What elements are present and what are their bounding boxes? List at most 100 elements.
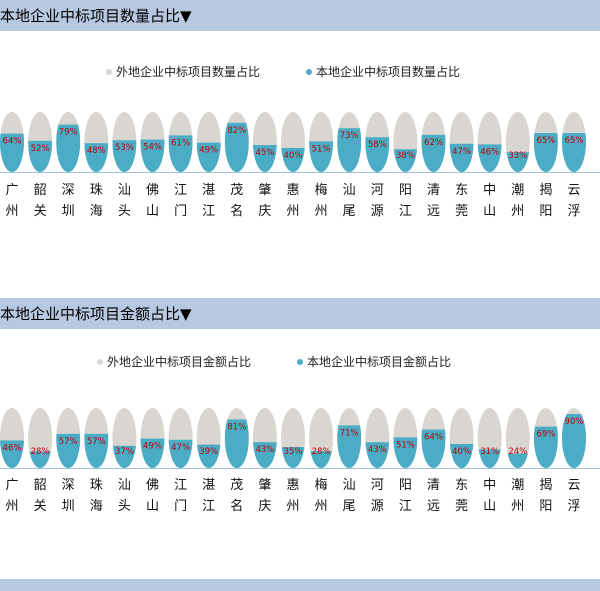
footer-bar [0, 579, 600, 591]
category-label: 肇庆 [258, 478, 272, 514]
category-label: 肇庆 [258, 183, 272, 219]
category-label: 深圳 [61, 183, 75, 219]
amount-share-chart: 46% 28% 57% 57% 37% 49% 47% 39% 81% 43% 35% 28% 71% 4… [0, 408, 600, 469]
category-label: 韶关 [33, 183, 47, 219]
value-label: 64% [424, 433, 443, 443]
category-label: 梅州 [314, 183, 328, 219]
value-label: 49% [143, 442, 162, 452]
category-label: 揭阳 [539, 478, 553, 514]
value-label: 28% [312, 447, 331, 457]
count-share-chart: 64% 52% 79% 48% 53% 54% 61% 49% 82% 45% 40% 51% 73% 5… [0, 112, 600, 173]
value-label: 38% [396, 151, 415, 161]
value-label: 43% [368, 445, 387, 455]
value-label: 49% [199, 146, 218, 156]
legend-label-local: 本地企业中标项目金额占比 [307, 355, 452, 369]
category-label: 惠州 [286, 183, 300, 219]
category-label: 河源 [370, 183, 384, 219]
category-label: 广州 [5, 183, 19, 219]
value-label: 43% [255, 445, 274, 455]
value-label: 69% [536, 430, 555, 440]
value-label: 47% [171, 443, 190, 453]
legend-marker-local [297, 358, 303, 365]
local-share-bar [281, 447, 305, 468]
category-label: 清远 [426, 478, 440, 514]
category-label: 云浮 [567, 183, 581, 219]
value-label: 51% [312, 144, 331, 154]
category-label: 江门 [174, 183, 188, 219]
category-label: 汕尾 [342, 478, 356, 514]
category-label: 汕尾 [342, 183, 356, 219]
category-label: 珠海 [89, 478, 103, 514]
category-label: 珠海 [89, 183, 103, 219]
legend-marker-outer [97, 358, 103, 365]
category-label: 潮州 [511, 183, 525, 219]
value-label: 90% [565, 417, 584, 427]
section-header-amount: 本地企业中标项目金额占比▼ [0, 298, 600, 329]
local-share-bar [28, 451, 53, 468]
value-label: 33% [508, 151, 527, 161]
value-label: 62% [424, 138, 443, 148]
category-label: 佛山 [145, 183, 159, 219]
value-label: 79% [59, 128, 78, 138]
value-label: 64% [3, 137, 22, 147]
category-label: 江门 [174, 478, 188, 514]
category-label: 汕头 [117, 183, 131, 219]
category-label: 中山 [483, 478, 497, 514]
local-share-bar [56, 124, 81, 172]
local-share-bar [562, 414, 586, 468]
category-label: 韶关 [33, 478, 47, 514]
category-label: 茂名 [230, 183, 244, 219]
value-label: 31% [480, 447, 499, 457]
category-label: 东莞 [455, 478, 469, 514]
legend-item-outer: 外地企业中标项目金额占比 [97, 353, 251, 370]
value-label: 48% [87, 146, 106, 156]
legend-item-outer: 外地企业中标项目数量占比 [106, 63, 260, 80]
section-title-count[interactable]: 本地企业中标项目数量占比▼ [0, 7, 192, 25]
legend-marker-local [306, 68, 312, 75]
category-label: 广州 [5, 478, 19, 514]
legend-label-outer: 外地企业中标项目数量占比 [116, 65, 261, 79]
value-label: 71% [340, 428, 359, 438]
category-label: 河源 [370, 478, 384, 514]
category-label: 阳江 [398, 478, 412, 514]
category-label: 茂名 [230, 478, 244, 514]
category-label: 佛山 [145, 478, 159, 514]
local-share-bar [224, 122, 249, 172]
value-label: 40% [452, 447, 471, 457]
value-label: 61% [171, 138, 190, 148]
outer-share-bar [505, 408, 530, 468]
legend-marker-outer [106, 68, 112, 75]
value-label: 28% [31, 447, 50, 457]
category-label: 湛江 [202, 478, 216, 514]
legend-item-local: 本地企业中标项目数量占比 [306, 63, 460, 80]
local-share-bar [309, 451, 334, 468]
local-share-bar [505, 152, 530, 172]
category-label: 湛江 [202, 183, 216, 219]
category-label: 深圳 [61, 478, 75, 514]
value-label: 57% [59, 437, 78, 447]
value-label: 40% [284, 151, 303, 161]
local-share-bar [112, 445, 137, 468]
value-label: 57% [87, 437, 106, 447]
section-title-amount[interactable]: 本地企业中标项目金额占比▼ [0, 305, 192, 323]
value-label: 65% [536, 136, 555, 146]
category-label: 中山 [483, 183, 497, 219]
category-label: 清远 [426, 183, 440, 219]
value-label: 81% [227, 422, 246, 432]
legend-label-local: 本地企业中标项目数量占比 [316, 65, 461, 79]
local-share-bar [28, 140, 53, 172]
value-label: 52% [31, 144, 50, 154]
value-label: 82% [227, 126, 246, 136]
value-label: 54% [143, 143, 162, 153]
category-label: 东莞 [455, 183, 469, 219]
value-label: 45% [255, 148, 274, 158]
value-label: 73% [340, 131, 359, 141]
category-label: 汕头 [117, 478, 131, 514]
value-label: 51% [396, 440, 415, 450]
value-label: 58% [368, 140, 387, 150]
category-label: 云浮 [567, 478, 581, 514]
local-share-bar [477, 449, 502, 468]
value-label: 39% [199, 447, 218, 457]
legend-item-local: 本地企业中标项目金额占比 [297, 353, 451, 370]
legend-label-outer: 外地企业中标项目金额占比 [107, 355, 252, 369]
